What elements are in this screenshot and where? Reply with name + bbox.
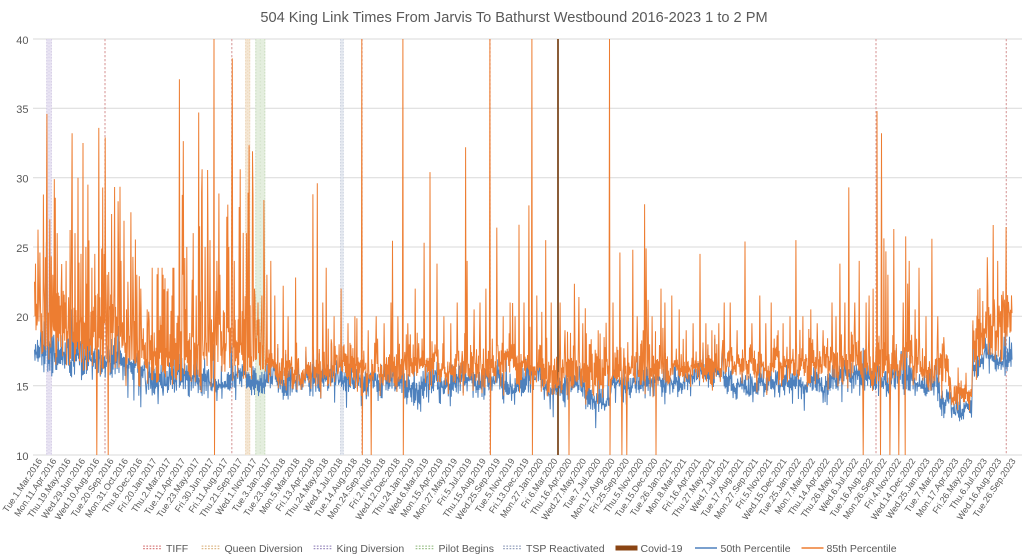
svg-text:30: 30 <box>16 174 28 186</box>
svg-text:40: 40 <box>16 35 28 47</box>
svg-text:50th Percentile: 50th Percentile <box>721 543 791 555</box>
svg-text:Pilot Begins: Pilot Begins <box>439 543 494 555</box>
svg-text:504 King Link Times From Jarvi: 504 King Link Times From Jarvis To Bathu… <box>260 10 767 26</box>
svg-text:15: 15 <box>16 382 28 394</box>
svg-text:King Diversion: King Diversion <box>337 543 405 555</box>
svg-text:TSP Reactivated: TSP Reactivated <box>526 543 605 555</box>
svg-text:10: 10 <box>16 451 28 463</box>
svg-text:Covid-19: Covid-19 <box>641 543 683 555</box>
svg-text:35: 35 <box>16 104 28 116</box>
svg-text:20: 20 <box>16 312 28 324</box>
svg-text:85th Percentile: 85th Percentile <box>827 543 897 555</box>
svg-text:Queen Diversion: Queen Diversion <box>225 543 303 555</box>
svg-text:25: 25 <box>16 243 28 255</box>
svg-text:TIFF: TIFF <box>166 543 188 555</box>
